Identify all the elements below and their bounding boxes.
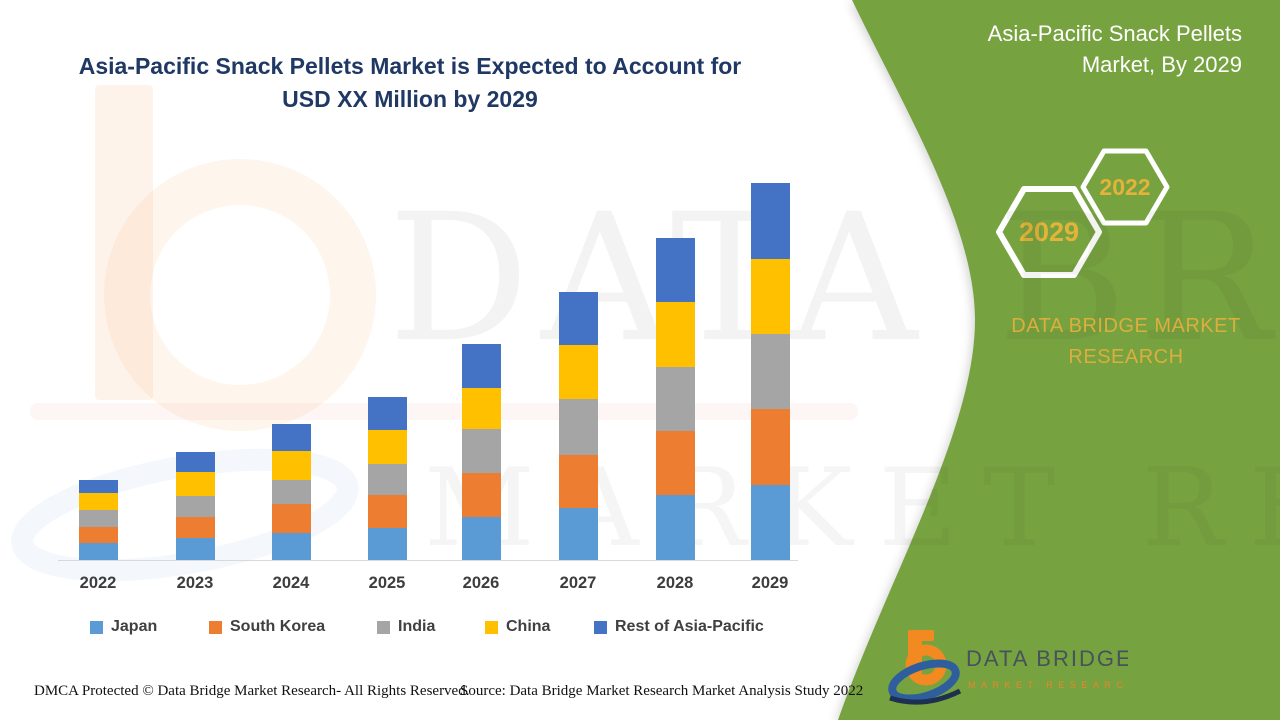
watermark-data-bridge: DATA BRIDGE (388, 176, 1280, 381)
footer-dmca-text: DMCA Protected © Data Bridge Market Rese… (34, 683, 470, 699)
bar-segment-china (367, 430, 407, 464)
side-panel-title: Asia-Pacific Snack Pellets Market, By 20… (988, 18, 1242, 80)
logo-wordmark: DATA BRIDGE (966, 646, 1128, 671)
bar-segment-rest-of-asia-pacific (271, 424, 311, 451)
bar-segment-japan (558, 508, 598, 560)
bar-segment-rest-of-asia-pacific (655, 238, 695, 302)
legend-item-japan: Japan (90, 618, 157, 636)
legend-item-china: China (485, 618, 550, 636)
bar-segment-japan (367, 528, 407, 560)
legend-swatch (377, 620, 390, 634)
legend-item-india: India (377, 618, 435, 636)
footer-source-text: Source: Data Bridge Market Research Mark… (460, 683, 864, 699)
legend-swatch (209, 620, 222, 634)
legend-swatch (90, 620, 103, 634)
bar-2025 (367, 397, 407, 560)
chart-title-line1: Asia-Pacific Snack Pellets Market is Exp… (78, 53, 742, 79)
bar-segment-south-korea (655, 431, 695, 495)
bar-segment-india (750, 334, 790, 409)
bar-segment-india (175, 496, 215, 517)
green-panel-shape (838, 0, 1280, 720)
legend-label: China (506, 618, 551, 635)
x-axis-label-2029: 2029 (751, 574, 789, 592)
bar-segment-south-korea (271, 504, 311, 533)
chart-title: Asia-Pacific Snack Pellets Market is Exp… (60, 50, 760, 116)
hexagon-2022-label: 2022 (1099, 174, 1150, 200)
chart-legend: Japan South Korea India China Rest of Asia-P… (0, 618, 860, 644)
bar-segment-india (558, 399, 598, 455)
bar-segment-china (78, 493, 118, 510)
bar-segment-south-korea (750, 409, 790, 485)
bar-segment-india (461, 429, 501, 473)
bar-segment-south-korea (461, 473, 501, 517)
x-axis-label-2022: 2022 (79, 574, 117, 592)
x-axis-label-2027: 2027 (559, 574, 597, 592)
brand-text: DATA BRIDGE MARKET RESEARCH (1000, 311, 1252, 373)
bar-segment-rest-of-asia-pacific (175, 452, 215, 472)
bar-segment-south-korea (367, 495, 407, 528)
side-panel-title-line1: Asia-Pacific Snack Pellets (987, 21, 1242, 46)
bar-segment-japan (750, 485, 790, 560)
legend-label: Japan (111, 618, 158, 635)
x-axis-label-2025: 2025 (368, 574, 406, 592)
bar-segment-rest-of-asia-pacific (78, 480, 118, 493)
bar-segment-japan (655, 495, 695, 560)
legend-swatch (594, 620, 607, 634)
bar-segment-south-korea (175, 517, 215, 538)
bar-segment-rest-of-asia-pacific (367, 397, 407, 430)
bar-segment-china (750, 259, 790, 334)
legend-label: South Korea (230, 618, 326, 635)
bar-segment-south-korea (558, 455, 598, 508)
bar-2023 (175, 452, 215, 560)
bar-2024 (271, 424, 311, 560)
bar-2026 (461, 344, 501, 560)
hexagon-2022 (1080, 148, 1170, 226)
bar-2029 (750, 183, 790, 560)
logo-subtitle: MARKET RESEARCH (968, 680, 1128, 690)
legend-label: India (398, 618, 436, 635)
x-axis-label-2028: 2028 (656, 574, 694, 592)
x-axis-label-2024: 2024 (272, 574, 310, 592)
bar-segment-china (175, 472, 215, 496)
bar-segment-japan (461, 517, 501, 560)
logo-d-swoosh (888, 659, 960, 703)
legend-item-south-korea: South Korea (209, 618, 325, 636)
logo-b-flag (908, 630, 934, 641)
side-panel-title-line2: Market, By 2029 (1081, 52, 1242, 77)
bar-segment-rest-of-asia-pacific (750, 183, 790, 259)
bar-segment-rest-of-asia-pacific (558, 292, 598, 345)
hexagon-2029 (996, 186, 1102, 278)
bar-segment-india (271, 480, 311, 504)
bar-segment-india (367, 464, 407, 495)
legend-label: Rest of Asia-Pacific (615, 618, 764, 635)
x-axis-label-2023: 2023 (176, 574, 214, 592)
chart-title-line2: USD XX Million by 2029 (282, 86, 538, 112)
bar-segment-south-korea (78, 527, 118, 543)
bar-segment-china (271, 451, 311, 480)
brand-text-line2: RESEARCH (1068, 346, 1184, 368)
dbmr-logo: DATA BRIDGE MARKET RESEARCH (888, 630, 1128, 705)
bar-segment-china (461, 388, 501, 429)
bar-segment-india (78, 510, 118, 527)
bar-segment-rest-of-asia-pacific (461, 344, 501, 388)
bar-segment-china (655, 302, 695, 367)
x-axis-line (58, 560, 798, 561)
bar-segment-japan (271, 533, 311, 560)
x-axis-label-2026: 2026 (462, 574, 500, 592)
bar-segment-china (558, 345, 598, 399)
brand-text-line1: DATA BRIDGE MARKET (1011, 315, 1241, 337)
bar-segment-japan (175, 538, 215, 560)
legend-swatch (485, 620, 498, 634)
hexagon-2029-label: 2029 (1019, 217, 1079, 247)
bar-segment-india (655, 367, 695, 431)
bar-2022 (78, 480, 118, 560)
bar-2028 (655, 238, 695, 560)
bar-segment-japan (78, 543, 118, 560)
bar-2027 (558, 292, 598, 560)
legend-item-rest-of-asia-pacific: Rest of Asia-Pacific (594, 618, 764, 636)
logo-underline-swoosh (889, 688, 962, 705)
